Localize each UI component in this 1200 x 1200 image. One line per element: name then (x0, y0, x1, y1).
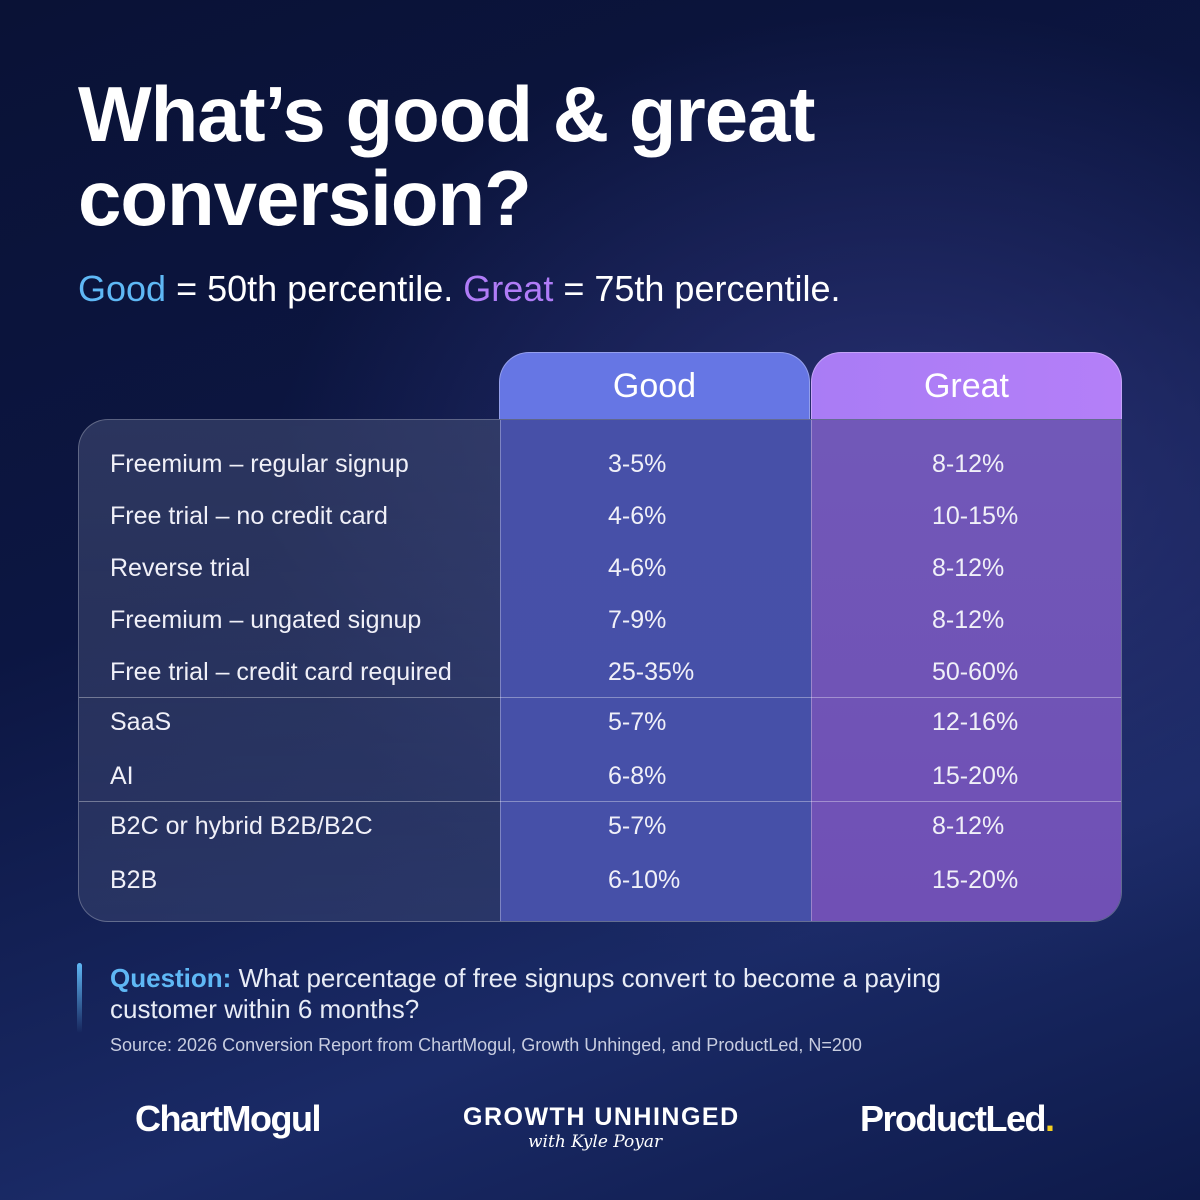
title-line-1: What’s good & great (78, 70, 815, 158)
growth-unhinged-subtitle: with Kyle Poyar (528, 1132, 663, 1152)
row-label: AI (110, 762, 134, 790)
subtitle-part1: = 50th percentile. (166, 268, 464, 309)
question-text: What percentage of free signups convert … (110, 963, 941, 1024)
row-label: B2B (110, 866, 158, 894)
subtitle-good: Good (78, 268, 167, 309)
row-label: SaaS (110, 708, 172, 736)
row-label: Reverse trial (110, 554, 251, 582)
subtitle-part2: = 75th percentile. (553, 268, 841, 309)
productled-logo: ProductLed. (860, 1098, 1055, 1140)
table-row: Free trial – no credit card 4-6% 10-15% (79, 490, 1121, 542)
great-value: 50-60% (932, 658, 1019, 686)
great-value: 10-15% (932, 502, 1019, 530)
chartmogul-logo: ChartMogul (135, 1098, 321, 1139)
good-value: 6-8% (608, 762, 667, 790)
good-value: 4-6% (608, 502, 667, 530)
subtitle: Good = 50th percentile. Great = 75th per… (78, 268, 841, 310)
table-row: B2C or hybrid B2B/B2C 5-7% 8-12% (79, 800, 1121, 852)
group-divider (79, 801, 1121, 802)
productled-dot: . (1045, 1098, 1055, 1139)
great-value: 8-12% (932, 606, 1005, 634)
good-value: 7-9% (608, 606, 667, 634)
question-accent-bar (77, 963, 82, 1033)
good-value: 5-7% (608, 708, 667, 736)
conversion-table: Freemium – regular signup 3-5% 8-12% Free t… (78, 419, 1122, 922)
subtitle-great: Great (463, 268, 554, 309)
group-divider (79, 697, 1121, 698)
table-row: B2B 6-10% 15-20% (79, 854, 1121, 906)
table-row: AI 6-8% 15-20% (79, 750, 1121, 802)
source-note: Source: 2026 Conversion Report from Char… (110, 1035, 862, 1055)
table-row: SaaS 5-7% 12-16% (79, 696, 1121, 748)
row-label: Free trial – no credit card (110, 502, 388, 530)
great-value: 15-20% (932, 866, 1019, 894)
title-line-2: conversion? (78, 154, 532, 242)
good-value: 4-6% (608, 554, 667, 582)
good-column-bg (500, 420, 811, 921)
page-title: What’s good & great conversion? (78, 70, 815, 242)
table-row: Reverse trial 4-6% 8-12% (79, 542, 1121, 594)
row-label: Freemium – regular signup (110, 450, 409, 478)
great-value: 8-12% (932, 554, 1005, 582)
row-label: B2C or hybrid B2B/B2C (110, 812, 373, 840)
great-value: 15-20% (932, 762, 1019, 790)
great-value: 8-12% (932, 450, 1005, 478)
column-header-good: Good (499, 352, 810, 419)
table-row: Freemium – ungated signup 7-9% 8-12% (79, 594, 1121, 646)
question: Question: What percentage of free signup… (110, 963, 1030, 1025)
row-label: Freemium – ungated signup (110, 606, 422, 634)
table-row: Freemium – regular signup 3-5% 8-12% (79, 438, 1121, 490)
column-header-great: Great (811, 352, 1122, 419)
great-value: 8-12% (932, 812, 1005, 840)
productled-wordmark: ProductLed (860, 1098, 1047, 1139)
good-value: 3-5% (608, 450, 667, 478)
good-value: 6-10% (608, 866, 681, 894)
great-value: 12-16% (932, 708, 1019, 736)
row-label: Free trial – credit card required (110, 658, 452, 686)
growth-unhinged-logo: GROWTH UNHINGED (463, 1103, 740, 1131)
good-value: 5-7% (608, 812, 667, 840)
great-column-bg (811, 420, 1121, 921)
table-row: Free trial – credit card required 25-35% 5… (79, 646, 1121, 698)
question-label: Question: (110, 963, 232, 993)
good-value: 25-35% (608, 658, 695, 686)
